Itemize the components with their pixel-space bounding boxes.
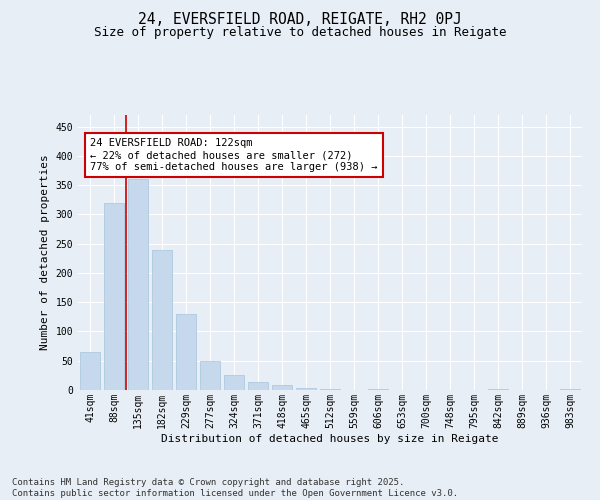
Text: 24, EVERSFIELD ROAD, REIGATE, RH2 0PJ: 24, EVERSFIELD ROAD, REIGATE, RH2 0PJ <box>138 12 462 28</box>
Bar <box>128 180 148 390</box>
Bar <box>80 352 100 390</box>
Text: Contains HM Land Registry data © Crown copyright and database right 2025.
Contai: Contains HM Land Registry data © Crown c… <box>12 478 458 498</box>
Bar <box>272 386 292 390</box>
Bar <box>248 382 268 390</box>
Bar <box>296 388 316 390</box>
Text: 24 EVERSFIELD ROAD: 122sqm
← 22% of detached houses are smaller (272)
77% of sem: 24 EVERSFIELD ROAD: 122sqm ← 22% of deta… <box>91 138 378 172</box>
Bar <box>104 203 124 390</box>
Bar <box>224 376 244 390</box>
Bar <box>176 314 196 390</box>
Bar <box>488 389 508 390</box>
Y-axis label: Number of detached properties: Number of detached properties <box>40 154 50 350</box>
Bar <box>200 360 220 390</box>
Bar <box>152 250 172 390</box>
Text: Size of property relative to detached houses in Reigate: Size of property relative to detached ho… <box>94 26 506 39</box>
Bar <box>560 389 580 390</box>
X-axis label: Distribution of detached houses by size in Reigate: Distribution of detached houses by size … <box>161 434 499 444</box>
